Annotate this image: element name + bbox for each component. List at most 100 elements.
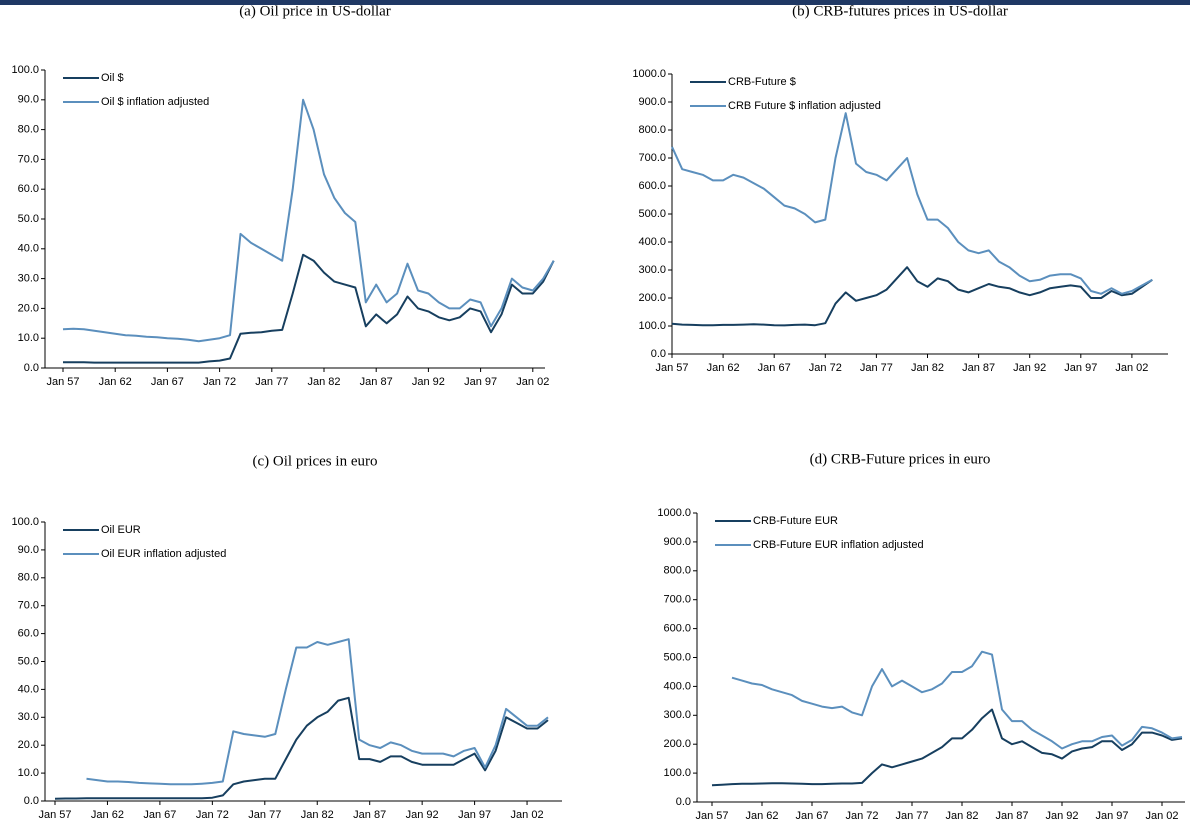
series-line xyxy=(671,266,1153,327)
series-line xyxy=(671,112,1153,295)
series-line xyxy=(731,650,1183,750)
y-tick-label: 0.0 xyxy=(676,796,691,808)
x-tick-label: Jan 82 xyxy=(911,362,944,374)
x-tick-label: Jan 82 xyxy=(301,809,334,821)
y-tick-label: 80.0 xyxy=(18,572,39,584)
y-tick-label: 10.0 xyxy=(18,332,39,344)
y-tick-label: 30.0 xyxy=(18,273,39,285)
legend-label: CRB-Future EUR xyxy=(753,515,838,527)
series-line xyxy=(54,696,549,800)
y-tick-label: 500.0 xyxy=(663,651,691,663)
x-tick-label: Jan 87 xyxy=(353,809,386,821)
y-tick-label: 60.0 xyxy=(18,183,39,195)
y-tick-label: 100.0 xyxy=(663,767,691,779)
y-tick-label: 200.0 xyxy=(663,738,691,750)
y-tick-label: 100.0 xyxy=(11,64,39,76)
x-tick-label: Jan 87 xyxy=(962,362,995,374)
y-tick-label: 1000.0 xyxy=(632,68,666,80)
y-tick-label: 800.0 xyxy=(638,124,666,136)
y-tick-label: 900.0 xyxy=(663,536,691,548)
series-line xyxy=(62,98,555,343)
x-tick-label: Jan 97 xyxy=(1064,362,1097,374)
x-tick-label: Jan 97 xyxy=(464,376,497,388)
y-tick-label: 50.0 xyxy=(18,213,39,225)
y-tick-label: 30.0 xyxy=(18,711,39,723)
y-tick-label: 600.0 xyxy=(638,180,666,192)
x-tick-label: Jan 77 xyxy=(255,376,288,388)
y-tick-label: 90.0 xyxy=(18,544,39,556)
y-tick-label: 400.0 xyxy=(638,236,666,248)
x-tick-label: Jan 57 xyxy=(46,376,79,388)
y-tick-label: 70.0 xyxy=(18,153,39,165)
x-tick-label: Jan 72 xyxy=(809,362,842,374)
x-tick-label: Jan 77 xyxy=(895,810,928,822)
y-tick-label: 300.0 xyxy=(638,264,666,276)
x-tick-label: Jan 82 xyxy=(945,810,978,822)
x-tick-label: Jan 87 xyxy=(360,376,393,388)
y-tick-label: 100.0 xyxy=(11,516,39,528)
y-tick-label: 0.0 xyxy=(24,795,39,807)
y-tick-label: 300.0 xyxy=(663,709,691,721)
x-tick-label: Jan 92 xyxy=(1013,362,1046,374)
x-tick-label: Jan 02 xyxy=(1115,362,1148,374)
y-tick-label: 50.0 xyxy=(18,655,39,667)
x-tick-label: Jan 02 xyxy=(516,376,549,388)
x-tick-label: Jan 92 xyxy=(1045,810,1078,822)
chart-title: (d) CRB-Future prices in euro xyxy=(810,451,991,467)
y-tick-label: 40.0 xyxy=(18,243,39,255)
x-tick-label: Jan 77 xyxy=(860,362,893,374)
x-tick-label: Jan 72 xyxy=(196,809,229,821)
x-tick-label: Jan 97 xyxy=(1095,810,1128,822)
x-tick-label: Jan 67 xyxy=(151,376,184,388)
legend-label: Oil $ inflation adjusted xyxy=(101,96,209,108)
y-tick-label: 800.0 xyxy=(663,565,691,577)
x-tick-label: Jan 82 xyxy=(307,376,340,388)
y-tick-label: 0.0 xyxy=(651,348,666,360)
legend-label: CRB-Future $ xyxy=(728,76,796,88)
x-tick-label: Jan 02 xyxy=(1145,810,1178,822)
y-tick-label: 700.0 xyxy=(638,152,666,164)
x-tick-label: Jan 57 xyxy=(655,362,688,374)
x-tick-label: Jan 97 xyxy=(458,809,491,821)
chart-title: (c) Oil prices in euro xyxy=(253,453,378,469)
series-line xyxy=(711,708,1183,787)
x-tick-label: Jan 62 xyxy=(91,809,124,821)
y-tick-label: 500.0 xyxy=(638,208,666,220)
chart-title: (a) Oil price in US-dollar xyxy=(239,3,391,19)
y-tick-label: 400.0 xyxy=(663,680,691,692)
series-line xyxy=(86,638,549,786)
x-tick-label: Jan 62 xyxy=(745,810,778,822)
y-tick-label: 1000.0 xyxy=(657,507,691,519)
y-tick-label: 60.0 xyxy=(18,628,39,640)
x-tick-label: Jan 62 xyxy=(707,362,740,374)
y-tick-label: 90.0 xyxy=(18,94,39,106)
y-tick-label: 700.0 xyxy=(663,594,691,606)
top-band xyxy=(0,0,1190,5)
x-tick-label: Jan 67 xyxy=(795,810,828,822)
x-tick-label: Jan 92 xyxy=(412,376,445,388)
x-tick-label: Jan 02 xyxy=(511,809,544,821)
legend-label: Oil EUR inflation adjusted xyxy=(101,548,226,560)
legend-label: Oil EUR xyxy=(101,524,141,536)
chart-title: (b) CRB-futures prices in US-dollar xyxy=(792,3,1008,19)
y-tick-label: 10.0 xyxy=(18,767,39,779)
x-tick-label: Jan 62 xyxy=(99,376,132,388)
legend-label: CRB-Future EUR inflation adjusted xyxy=(753,539,924,551)
legend-label: Oil $ xyxy=(101,72,124,84)
series-line xyxy=(63,253,555,364)
y-tick-label: 100.0 xyxy=(638,320,666,332)
x-tick-label: Jan 67 xyxy=(143,809,176,821)
x-tick-label: Jan 87 xyxy=(995,810,1028,822)
x-tick-label: Jan 72 xyxy=(203,376,236,388)
y-tick-label: 200.0 xyxy=(638,292,666,304)
x-tick-label: Jan 57 xyxy=(38,809,71,821)
y-tick-label: 600.0 xyxy=(663,623,691,635)
y-tick-label: 900.0 xyxy=(638,96,666,108)
x-tick-label: Jan 57 xyxy=(695,810,728,822)
x-tick-label: Jan 77 xyxy=(248,809,281,821)
y-tick-label: 70.0 xyxy=(18,600,39,612)
y-tick-label: 20.0 xyxy=(18,302,39,314)
x-tick-label: Jan 92 xyxy=(406,809,439,821)
x-tick-label: Jan 67 xyxy=(758,362,791,374)
